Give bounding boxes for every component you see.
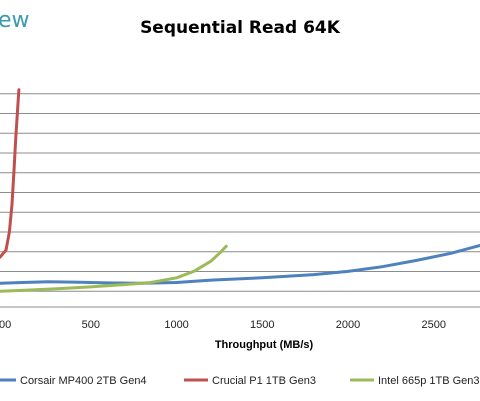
legend-label-2: Intel 665p 1TB Gen3 (378, 375, 480, 387)
x-tick-label: 00 (0, 319, 11, 331)
logo-text: ew (0, 8, 30, 33)
series-lines (0, 88, 480, 293)
x-tick-label: 1000 (164, 319, 188, 331)
x-axis-label: Throughput (MB/s) (215, 339, 314, 351)
x-axis: 00 500 1000 1500 2000 2500 (0, 306, 480, 331)
x-tick-label: 500 (82, 319, 100, 331)
x-tick-label: 2500 (421, 319, 445, 331)
chart-title: Sequential Read 64K (140, 18, 341, 38)
x-tick-label: 1500 (250, 319, 274, 331)
legend-label-1: Crucial P1 1TB Gen3 (212, 375, 316, 387)
series-line-2 (0, 244, 228, 293)
legend: Corsair MP400 2TB Gen4 Crucial P1 1TB Gen… (0, 375, 480, 387)
legend-label-0: Corsair MP400 2TB Gen4 (20, 375, 147, 387)
series-line-0 (0, 243, 480, 285)
gridlines (0, 93, 480, 292)
series-line-1 (0, 88, 21, 259)
x-tick-label: 2000 (336, 319, 360, 331)
